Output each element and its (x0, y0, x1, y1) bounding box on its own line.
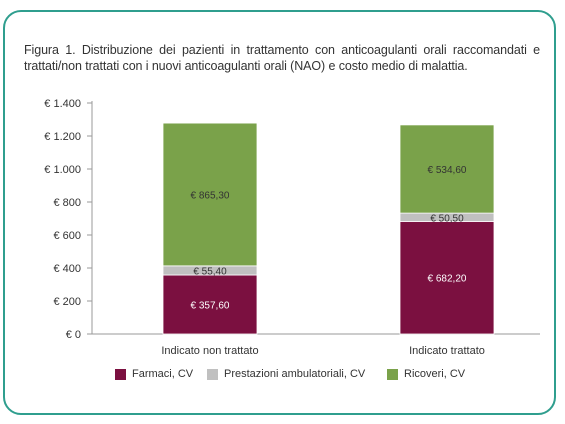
legend-swatch-prestazioni (207, 368, 218, 380)
data-label: € 55,40 (193, 266, 227, 277)
legend-label-prestazioni: Prestazioni ambulatoriali, CV (224, 368, 366, 380)
y-tick-label: € 0 (66, 329, 81, 341)
legend-item-ricoveri: Ricoveri, CV (387, 368, 465, 380)
figure-frame (3, 10, 556, 415)
chart-legend: Farmaci, CV Prestazioni ambulatoriali, C… (0, 368, 565, 384)
legend-swatch-farmaci (115, 368, 126, 380)
legend-item-prestazioni: Prestazioni ambulatoriali, CV (207, 368, 365, 380)
bar-segment (162, 274, 258, 335)
legend-swatch-ricoveri (387, 368, 398, 380)
chart-title: Figura 1. Distribuzione dei pazienti in … (24, 43, 540, 73)
y-tick-label: € 600 (53, 230, 81, 242)
legend-label-ricoveri: Ricoveri, CV (404, 368, 466, 380)
data-label: € 534,60 (428, 165, 467, 176)
data-label: € 865,30 (191, 190, 230, 201)
data-label: € 50,50 (430, 213, 464, 224)
data-label: € 682,20 (428, 274, 467, 285)
y-tick-label: € 1.400 (44, 98, 81, 110)
bar-segment (399, 124, 495, 214)
data-label: € 357,60 (191, 300, 230, 311)
y-tick-label: € 1.000 (44, 164, 81, 176)
x-category-label: Indicato non trattato (161, 345, 258, 357)
x-category-label: Indicato trattato (409, 345, 485, 357)
y-tick-label: € 1.200 (44, 131, 81, 143)
legend-label-farmaci: Farmaci, CV (132, 368, 194, 380)
y-tick-label: € 400 (53, 263, 81, 275)
y-tick-label: € 800 (53, 197, 81, 209)
legend-item-farmaci: Farmaci, CV (115, 368, 193, 380)
y-tick-label: € 200 (53, 296, 81, 308)
bar-segment (162, 122, 258, 267)
